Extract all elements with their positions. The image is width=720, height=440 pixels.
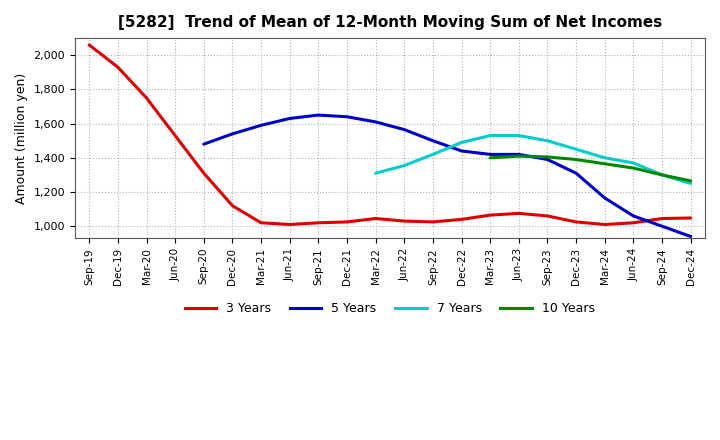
3 Years	[285, 222, 294, 227]
Line: 7 Years: 7 Years	[376, 136, 690, 183]
Legend: 3 Years, 5 Years, 7 Years, 10 Years: 3 Years, 5 Years, 7 Years, 10 Years	[180, 297, 600, 320]
3 Years	[657, 216, 666, 221]
5 Years	[515, 152, 523, 157]
7 Years	[428, 152, 437, 157]
5 Years	[199, 142, 208, 147]
10 Years	[629, 165, 638, 171]
3 Years	[629, 220, 638, 225]
Line: 3 Years: 3 Years	[89, 45, 690, 224]
3 Years	[515, 211, 523, 216]
7 Years	[457, 140, 466, 145]
3 Years	[314, 220, 323, 225]
7 Years	[657, 172, 666, 178]
3 Years	[228, 203, 237, 208]
3 Years	[428, 219, 437, 224]
5 Years	[400, 127, 408, 132]
3 Years	[171, 133, 179, 138]
5 Years	[457, 148, 466, 154]
3 Years	[400, 218, 408, 224]
5 Years	[428, 138, 437, 143]
7 Years	[572, 147, 580, 152]
5 Years	[572, 171, 580, 176]
7 Years	[515, 133, 523, 138]
3 Years	[343, 219, 351, 224]
Line: 5 Years: 5 Years	[204, 115, 690, 236]
7 Years	[486, 133, 495, 138]
7 Years	[372, 171, 380, 176]
3 Years	[372, 216, 380, 221]
3 Years	[257, 220, 266, 225]
3 Years	[85, 42, 94, 48]
5 Years	[629, 213, 638, 219]
7 Years	[629, 160, 638, 165]
10 Years	[543, 154, 552, 160]
3 Years	[199, 171, 208, 176]
3 Years	[114, 65, 122, 70]
10 Years	[486, 155, 495, 161]
7 Years	[543, 138, 552, 143]
5 Years	[343, 114, 351, 119]
5 Years	[257, 123, 266, 128]
3 Years	[572, 219, 580, 224]
Line: 10 Years: 10 Years	[490, 156, 690, 181]
10 Years	[600, 161, 609, 166]
5 Years	[314, 112, 323, 117]
10 Years	[686, 178, 695, 183]
7 Years	[400, 163, 408, 168]
5 Years	[686, 234, 695, 239]
3 Years	[543, 213, 552, 219]
5 Years	[285, 116, 294, 121]
10 Years	[572, 157, 580, 162]
7 Years	[600, 155, 609, 161]
5 Years	[372, 119, 380, 125]
5 Years	[657, 224, 666, 229]
5 Years	[543, 157, 552, 162]
10 Years	[657, 172, 666, 178]
3 Years	[142, 95, 150, 101]
5 Years	[600, 195, 609, 201]
Y-axis label: Amount (million yen): Amount (million yen)	[15, 73, 28, 204]
3 Years	[457, 217, 466, 222]
7 Years	[686, 181, 695, 186]
5 Years	[486, 152, 495, 157]
3 Years	[486, 213, 495, 218]
5 Years	[228, 131, 237, 136]
3 Years	[686, 215, 695, 220]
10 Years	[515, 154, 523, 159]
Title: [5282]  Trend of Mean of 12-Month Moving Sum of Net Incomes: [5282] Trend of Mean of 12-Month Moving …	[118, 15, 662, 30]
3 Years	[600, 222, 609, 227]
